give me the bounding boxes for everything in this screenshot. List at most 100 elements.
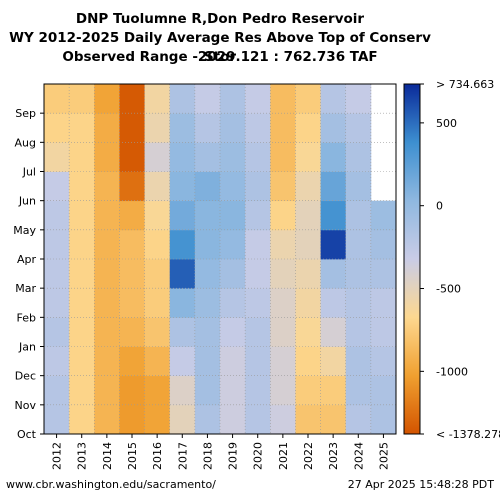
heatmap-cell [44, 317, 70, 347]
heatmap-cell [44, 200, 70, 231]
heatmap-cell [295, 171, 321, 202]
heatmap-cell [194, 84, 221, 114]
heatmap-cell [370, 200, 397, 231]
heatmap-cell [270, 404, 296, 435]
heatmap-cell [270, 288, 296, 318]
heatmap-cell [370, 404, 397, 435]
heatmap-cell [345, 317, 372, 347]
heatmap-cell [194, 113, 221, 143]
heatmap-cell [169, 346, 196, 377]
heatmap-cell [169, 288, 196, 318]
heatmap-cell [220, 84, 246, 114]
heatmap-cell [169, 113, 196, 143]
heatmap-cell [169, 375, 196, 406]
heatmap-cell [345, 229, 372, 260]
heatmap-cell [320, 288, 347, 318]
heatmap-cell [144, 171, 171, 202]
heatmap-cell [345, 259, 372, 289]
heatmap-cell [94, 404, 120, 435]
heatmap-cell [194, 317, 221, 347]
x-tick-label: 2013 [76, 442, 89, 470]
heatmap-cell [119, 113, 145, 143]
chart-title-line-3: Observed Range -2029.121 : 762.736 TAF [62, 49, 378, 65]
heatmap-cell [245, 142, 271, 172]
heatmap-cell [44, 375, 70, 406]
heatmap-cell [119, 317, 145, 347]
heatmap-cell [144, 375, 171, 406]
heatmap-cell [295, 375, 321, 406]
heatmap-cell [69, 200, 95, 231]
heatmap-cell [270, 200, 296, 231]
heatmap-cell [370, 288, 397, 318]
heatmap-cell [194, 375, 221, 406]
heatmap-cell [270, 229, 296, 260]
heatmap-cell [220, 259, 246, 289]
heatmap-cell [245, 288, 271, 318]
heatmap-cell [94, 113, 120, 143]
heatmap-cell [194, 142, 221, 172]
heatmap-cell [44, 84, 70, 114]
heatmap-cell [245, 229, 271, 260]
heatmap-cell [69, 288, 95, 318]
heatmap-cell [220, 171, 246, 202]
heatmap-cell [220, 200, 246, 231]
heatmap-cell [194, 171, 221, 202]
x-tick-label: 2017 [176, 442, 189, 470]
x-tick-label: 2024 [352, 442, 365, 470]
heatmap-cell [169, 84, 196, 114]
heatmap-cell [295, 317, 321, 347]
heatmap-cell [345, 84, 372, 114]
heatmap-cell [144, 259, 171, 289]
colorbar-tick-label: 500 [436, 117, 457, 130]
heatmap-cell [295, 404, 321, 435]
heatmap-cell [320, 84, 347, 114]
heatmap-cell [169, 259, 196, 289]
heatmap-cell [94, 375, 120, 406]
x-tick-label: 2015 [126, 442, 139, 470]
heatmap-cell [370, 229, 397, 260]
heatmap-cell [94, 200, 120, 231]
heatmap-cell [220, 288, 246, 318]
heatmap-cell [220, 142, 246, 172]
heatmap-cell [245, 200, 271, 231]
heatmap-cell [320, 259, 347, 289]
heatmap-cell [119, 171, 145, 202]
heatmap-cell [144, 404, 171, 435]
colorbar-gradient [403, 83, 421, 435]
heatmap-cell [270, 259, 296, 289]
heatmap-cell [220, 229, 246, 260]
y-tick-label: Apr [17, 253, 37, 266]
heatmap-cell [169, 171, 196, 202]
heatmap-cell [94, 229, 120, 260]
heatmap-cell [245, 404, 271, 435]
chart-title-line-2: WY 2012-2025 Daily Average Res Above Top… [9, 30, 431, 65]
heatmap-cell [295, 288, 321, 318]
heatmap-cell [94, 317, 120, 347]
heatmap-cell [194, 229, 221, 260]
heatmap-cell [220, 317, 246, 347]
heatmap-cell [94, 142, 120, 172]
y-tick-label: Jun [18, 195, 36, 208]
heatmap-cell [144, 113, 171, 143]
heatmap-cell [245, 317, 271, 347]
heatmap-cell [345, 404, 372, 435]
grid-lines [44, 84, 396, 434]
x-tick-label: 2020 [252, 442, 265, 470]
heatmap-cell [320, 142, 347, 172]
heatmap-cell [220, 113, 246, 143]
heatmap-cell [245, 171, 271, 202]
heatmap-cell [194, 259, 221, 289]
heatmap-cell [345, 200, 372, 231]
heatmap-cell [69, 346, 95, 377]
heatmap-cell [295, 200, 321, 231]
heatmap-cell [345, 375, 372, 406]
heatmap-cell [44, 404, 70, 435]
heatmap-cell [245, 375, 271, 406]
y-tick-label: Sep [15, 107, 36, 120]
y-tick-label: Nov [15, 399, 37, 412]
heatmap-cell [44, 171, 70, 202]
heatmap-cell [370, 346, 397, 377]
colorbar-tick-label: -500 [436, 283, 461, 296]
heatmap-cell [320, 317, 347, 347]
heatmap-cell [320, 200, 347, 231]
